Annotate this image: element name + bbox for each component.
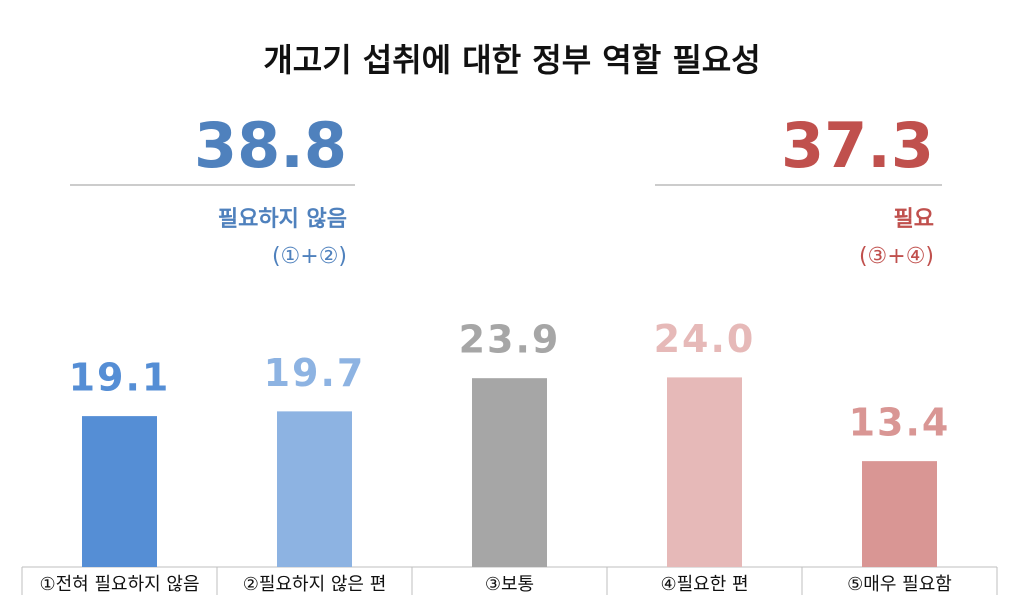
summary-label: 필요하지 않음 — [218, 207, 347, 232]
summary-sub: (①+②) — [272, 244, 347, 269]
value-label: 23.9 — [459, 318, 561, 362]
bar — [472, 378, 547, 567]
bar — [862, 461, 937, 567]
summary-label: 필요 — [894, 207, 934, 232]
summary-sub: (③+④) — [859, 244, 934, 269]
x-tick-label: ③보통 — [485, 574, 534, 595]
x-tick-label: ④필요한 편 — [660, 574, 748, 595]
value-label: 24.0 — [654, 317, 756, 361]
bar — [277, 411, 352, 567]
summary-value: 37.3 — [781, 109, 934, 182]
bar — [82, 416, 157, 567]
x-tick-label: ②필요하지 않은 편 — [243, 574, 387, 595]
value-label: 13.4 — [849, 401, 951, 445]
value-label: 19.7 — [264, 351, 366, 395]
chart-title: 개고기 섭취에 대한 정부 역할 필요성 — [263, 41, 760, 79]
bar — [667, 377, 742, 567]
value-label: 19.1 — [69, 356, 171, 400]
summary-value: 38.8 — [194, 109, 347, 182]
x-tick-label: ①전혀 필요하지 않음 — [39, 574, 199, 595]
x-tick-label: ⑤매우 필요함 — [847, 574, 952, 595]
